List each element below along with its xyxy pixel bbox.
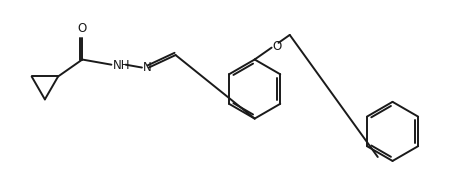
Text: O: O — [77, 22, 87, 35]
Text: O: O — [271, 40, 281, 53]
Text: NH: NH — [112, 59, 130, 72]
Text: N: N — [143, 61, 151, 74]
